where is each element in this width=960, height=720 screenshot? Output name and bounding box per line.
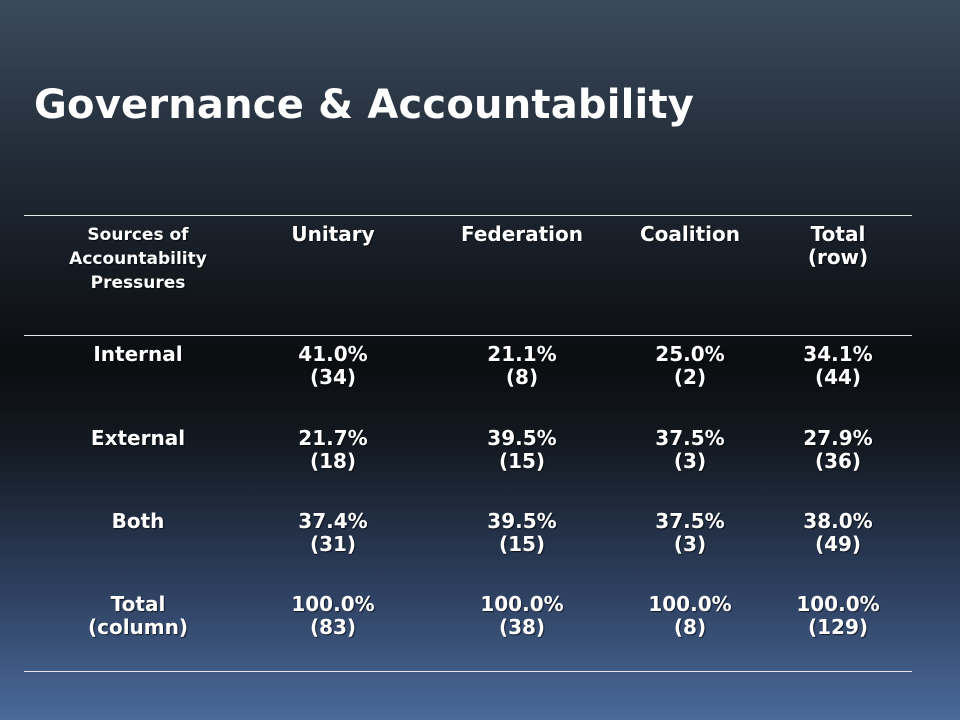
cell-total-federation: 100.0% (38) xyxy=(480,592,564,639)
cell-both-total: 38.0% (49) xyxy=(803,509,873,556)
cell-external-coalition: 37.5% (3) xyxy=(655,426,725,473)
cell-internal-total: 34.1% (44) xyxy=(803,342,873,389)
cell-internal-federation: 21.1% (8) xyxy=(487,342,557,389)
cell-internal-unitary: 41.0% (34) xyxy=(298,342,368,389)
table-top-rule xyxy=(24,215,912,216)
header-total-row: Total (row) xyxy=(807,222,869,269)
cell-total-coalition: 100.0% (8) xyxy=(648,592,732,639)
row-label-total-column: Total (column) xyxy=(87,592,189,639)
cell-both-federation: 39.5% (15) xyxy=(487,509,557,556)
header-sources-of-accountability-pressures: Sources of Accountability Pressures xyxy=(69,225,207,293)
header-unitary: Unitary xyxy=(291,222,375,246)
cell-total-unitary: 100.0% (83) xyxy=(291,592,375,639)
table-bottom-rule xyxy=(24,671,912,672)
cell-total-total: 100.0% (129) xyxy=(796,592,880,639)
cell-both-unitary: 37.4% (31) xyxy=(298,509,368,556)
row-label-internal: Internal xyxy=(93,342,183,366)
cell-external-federation: 39.5% (15) xyxy=(487,426,557,473)
header-coalition: Coalition xyxy=(639,222,741,246)
row-label-external: External xyxy=(90,426,186,450)
slide-title: Governance & Accountability xyxy=(34,82,695,128)
cell-external-unitary: 21.7% (18) xyxy=(298,426,368,473)
cell-internal-coalition: 25.0% (2) xyxy=(655,342,725,389)
table-header-rule xyxy=(24,335,912,336)
row-label-both: Both xyxy=(111,509,165,533)
header-federation: Federation xyxy=(460,222,584,246)
cell-external-total: 27.9% (36) xyxy=(803,426,873,473)
cell-both-coalition: 37.5% (3) xyxy=(655,509,725,556)
